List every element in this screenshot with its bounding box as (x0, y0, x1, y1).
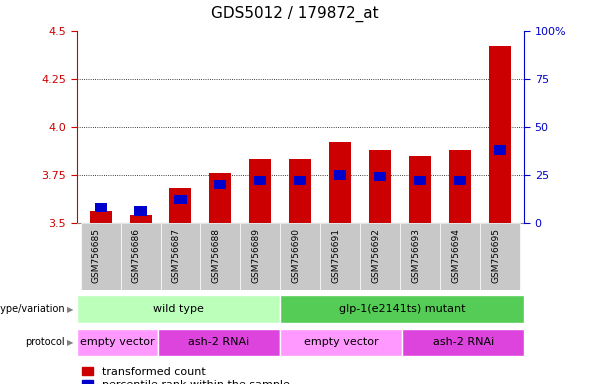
FancyBboxPatch shape (480, 223, 520, 290)
Text: GDS5012 / 179872_at: GDS5012 / 179872_at (211, 6, 378, 22)
FancyBboxPatch shape (77, 329, 158, 356)
Bar (454, 176, 466, 185)
FancyBboxPatch shape (160, 223, 200, 290)
Text: wild type: wild type (153, 304, 204, 314)
Bar (289, 159, 312, 223)
Bar (335, 170, 346, 180)
FancyBboxPatch shape (280, 295, 524, 323)
Text: GSM756692: GSM756692 (371, 228, 380, 283)
Bar (170, 188, 191, 223)
Text: GSM756690: GSM756690 (292, 228, 300, 283)
FancyBboxPatch shape (200, 223, 240, 290)
Text: GSM756695: GSM756695 (491, 228, 500, 283)
FancyBboxPatch shape (360, 223, 401, 290)
FancyBboxPatch shape (320, 223, 360, 290)
Bar (90, 211, 111, 223)
Text: ash-2 RNAi: ash-2 RNAi (432, 337, 494, 347)
Text: GSM756691: GSM756691 (332, 228, 340, 283)
FancyBboxPatch shape (401, 223, 441, 290)
Bar (249, 159, 272, 223)
Bar (254, 176, 266, 185)
FancyBboxPatch shape (158, 329, 280, 356)
Bar (210, 173, 231, 223)
Legend: transformed count, percentile rank within the sample: transformed count, percentile rank withi… (82, 366, 290, 384)
FancyBboxPatch shape (402, 329, 524, 356)
Text: GSM756687: GSM756687 (171, 228, 180, 283)
Bar (329, 142, 352, 223)
Bar (414, 176, 426, 185)
Bar (94, 203, 107, 212)
FancyBboxPatch shape (77, 295, 280, 323)
Bar (174, 195, 187, 204)
Text: GSM756694: GSM756694 (451, 228, 460, 283)
Text: protocol: protocol (25, 337, 65, 347)
Text: GSM756693: GSM756693 (411, 228, 421, 283)
FancyBboxPatch shape (81, 223, 121, 290)
Text: ▶: ▶ (67, 338, 74, 347)
Text: GSM756686: GSM756686 (131, 228, 141, 283)
Bar (130, 215, 151, 223)
FancyBboxPatch shape (441, 223, 480, 290)
FancyBboxPatch shape (121, 223, 160, 290)
Text: ash-2 RNAi: ash-2 RNAi (188, 337, 250, 347)
Text: GSM756688: GSM756688 (211, 228, 220, 283)
Text: GSM756689: GSM756689 (252, 228, 260, 283)
Text: GSM756685: GSM756685 (91, 228, 101, 283)
Bar (374, 172, 386, 182)
Text: ▶: ▶ (67, 305, 74, 314)
Bar (294, 176, 306, 185)
Bar (489, 46, 511, 223)
Bar (494, 145, 507, 155)
Bar (214, 180, 227, 189)
Bar (409, 156, 431, 223)
Bar (369, 150, 391, 223)
Bar (449, 150, 471, 223)
FancyBboxPatch shape (240, 223, 280, 290)
FancyBboxPatch shape (280, 223, 320, 290)
Bar (134, 207, 147, 216)
FancyBboxPatch shape (280, 329, 402, 356)
Text: genotype/variation: genotype/variation (0, 304, 65, 314)
Text: glp-1(e2141ts) mutant: glp-1(e2141ts) mutant (339, 304, 465, 314)
Text: empty vector: empty vector (80, 337, 154, 347)
Text: empty vector: empty vector (304, 337, 378, 347)
